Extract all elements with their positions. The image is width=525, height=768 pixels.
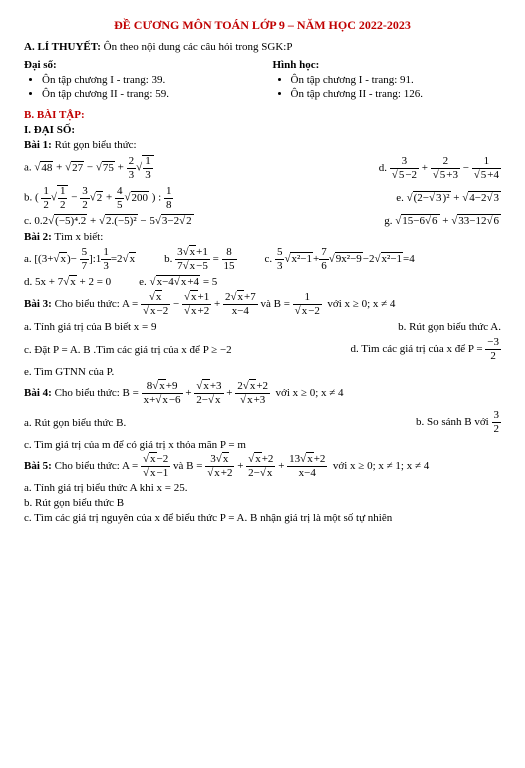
bai5-qc: c. Tìm các giá trị nguyên của x để biểu …	[24, 512, 501, 524]
daiso-section-heading: I. ĐẠI SỐ:	[24, 124, 501, 136]
bai3-qb: b. Rút gọn biểu thức A.	[398, 321, 501, 333]
bai4-qc: c. Tìm giá trị của m để có giá trị x thỏ…	[24, 439, 501, 451]
bai5-qa: a. Tính giá trị biểu thức A khi x = 25.	[24, 482, 501, 494]
daiso-col: Đại số: Ôn tập chương I - trang: 39. Ôn …	[24, 56, 253, 106]
review-columns: Đại số: Ôn tập chương I - trang: 39. Ôn …	[24, 56, 501, 106]
bai3-q-row1: a. Tính giá trị của B biết x = 9 b. Rút …	[24, 321, 501, 333]
bai1-title: Bài 1:	[24, 139, 52, 151]
bai4-q-row1: a. Rút gọn biểu thức B. b. So sánh B với…	[24, 410, 501, 435]
bai2-title-line: Bài 2: Tìm x biết:	[24, 231, 501, 243]
bai3-qa: a. Tính giá trị của B biết x = 9	[24, 321, 156, 333]
bai3-qe: e. Tìm GTNN của P.	[24, 366, 501, 378]
bai3-line: Bài 3: Cho biểu thức: A = √x√x−2 − √x+1√…	[24, 292, 501, 317]
bai2-a: a. [(3+√x)− 57]:113=2√x	[24, 247, 136, 272]
bai1-d: d. 3√5−2 + 2√5+3 − 1√5+4	[379, 156, 501, 181]
bai3-lead: Cho biểu thức: A =	[55, 298, 139, 310]
bai2-c: c. 53√x²−1+76√9x²−9−2√x²−1=4	[265, 247, 415, 272]
bai4-qb: b. So sánh B với 32	[416, 410, 501, 435]
bai5-cond: với x ≥ 0; x ≠ 1; x ≠ 4	[333, 460, 429, 472]
doc-title: ĐỀ CƯƠNG MÔN TOÁN LỚP 9 – NĂM HỌC 2022-2…	[24, 18, 501, 33]
bai1-row3: c. 0.2√(−5)⁴.2 + √2.(−5)² − 5√3−2√2 g. √…	[24, 215, 501, 227]
list-item: Ôn tập chương II - trang: 126.	[291, 88, 502, 100]
bai5-line: Bài 5: Cho biểu thức: A = √x−2√x−1 và B …	[24, 454, 501, 479]
bai3-qc: c. Đặt P = A. B .Tìm các giá trị của x đ…	[24, 344, 232, 356]
bai3-q-row2: c. Đặt P = A. B .Tìm các giá trị của x đ…	[24, 337, 501, 362]
bai2-desc: Tìm x biết:	[54, 231, 103, 243]
hinhhoc-heading: Hình học:	[273, 59, 502, 71]
bai2-title: Bài 2:	[24, 231, 52, 243]
bai5-title: Bài 5:	[24, 460, 52, 472]
daiso-heading: Đại số:	[24, 59, 253, 71]
bai1-a: a. √48 + √27 − √75 + 23√13	[24, 155, 154, 181]
bai4-qa: a. Rút gọn biểu thức B.	[24, 417, 126, 429]
bai5-qb: b. Rút gọn biểu thức B	[24, 497, 501, 509]
bai3-qd: d. Tìm các giá trị của x để P = −32	[350, 337, 501, 362]
bai1-row1: a. √48 + √27 − √75 + 23√13 d. 3√5−2 + 2√…	[24, 155, 501, 181]
bai1-title-line: Bài 1: Rút gọn biểu thức:	[24, 139, 501, 151]
bai1-c: c. 0.2√(−5)⁴.2 + √2.(−5)² − 5√3−2√2	[24, 215, 194, 227]
bai4-title: Bài 4:	[24, 387, 52, 399]
bai4-lead: Cho biểu thức: B =	[55, 387, 139, 399]
hinhhoc-col: Hình học: Ôn tập chương I - trang: 91. Ô…	[273, 56, 502, 106]
bai4-line: Bài 4: Cho biểu thức: B = 8√x+9x+√x−6 + …	[24, 381, 501, 406]
bai1-g: g. √15−6√6 + √33−12√6	[384, 215, 501, 227]
bai3-cond: với x ≥ 0; x ≠ 4	[327, 298, 395, 310]
bai4-cond: với x ≥ 0; x ≠ 4	[276, 387, 344, 399]
a-heading: A. LÍ THUYẾT:	[24, 41, 101, 53]
bai2-b: b. 3√x+17√x−5 = 815	[164, 247, 236, 272]
bai2-e: e. √x−4√x+4 = 5	[139, 276, 217, 288]
bai1-desc: Rút gọn biểu thức:	[55, 139, 137, 151]
list-item: Ôn tập chương I - trang: 39.	[42, 74, 253, 86]
bai5-and: và B =	[173, 460, 202, 472]
a-desc: Ôn theo nội dung các câu hỏi trong SGK:P	[104, 41, 293, 53]
ly-thuyet-line: A. LÍ THUYẾT: Ôn theo nội dung các câu h…	[24, 41, 501, 53]
baitap-heading: B. BÀI TẬP:	[24, 109, 501, 121]
bai2-row1: a. [(3+√x)− 57]:113=2√x b. 3√x+17√x−5 = …	[24, 247, 501, 272]
list-item: Ôn tập chương I - trang: 91.	[291, 74, 502, 86]
bai5-lead: Cho biểu thức: A =	[55, 460, 139, 472]
bai1-b: b. ( 12√12 − 32√2 + 45√200 ) : 18	[24, 185, 173, 211]
bai3-and: và B =	[260, 298, 289, 310]
bai2-d: d. 5x + 7√x + 2 = 0	[24, 276, 111, 288]
hinhhoc-list: Ôn tập chương I - trang: 91. Ôn tập chươ…	[291, 74, 502, 100]
bai2-row2: d. 5x + 7√x + 2 = 0 e. √x−4√x+4 = 5	[24, 276, 501, 288]
bai3-title: Bài 3:	[24, 298, 52, 310]
daiso-list: Ôn tập chương I - trang: 39. Ôn tập chươ…	[42, 74, 253, 100]
bai1-e: e. √(2−√3)² + √4−2√3	[396, 192, 501, 204]
bai1-row2: b. ( 12√12 − 32√2 + 45√200 ) : 18 e. √(2…	[24, 185, 501, 211]
list-item: Ôn tập chương II - trang: 59.	[42, 88, 253, 100]
